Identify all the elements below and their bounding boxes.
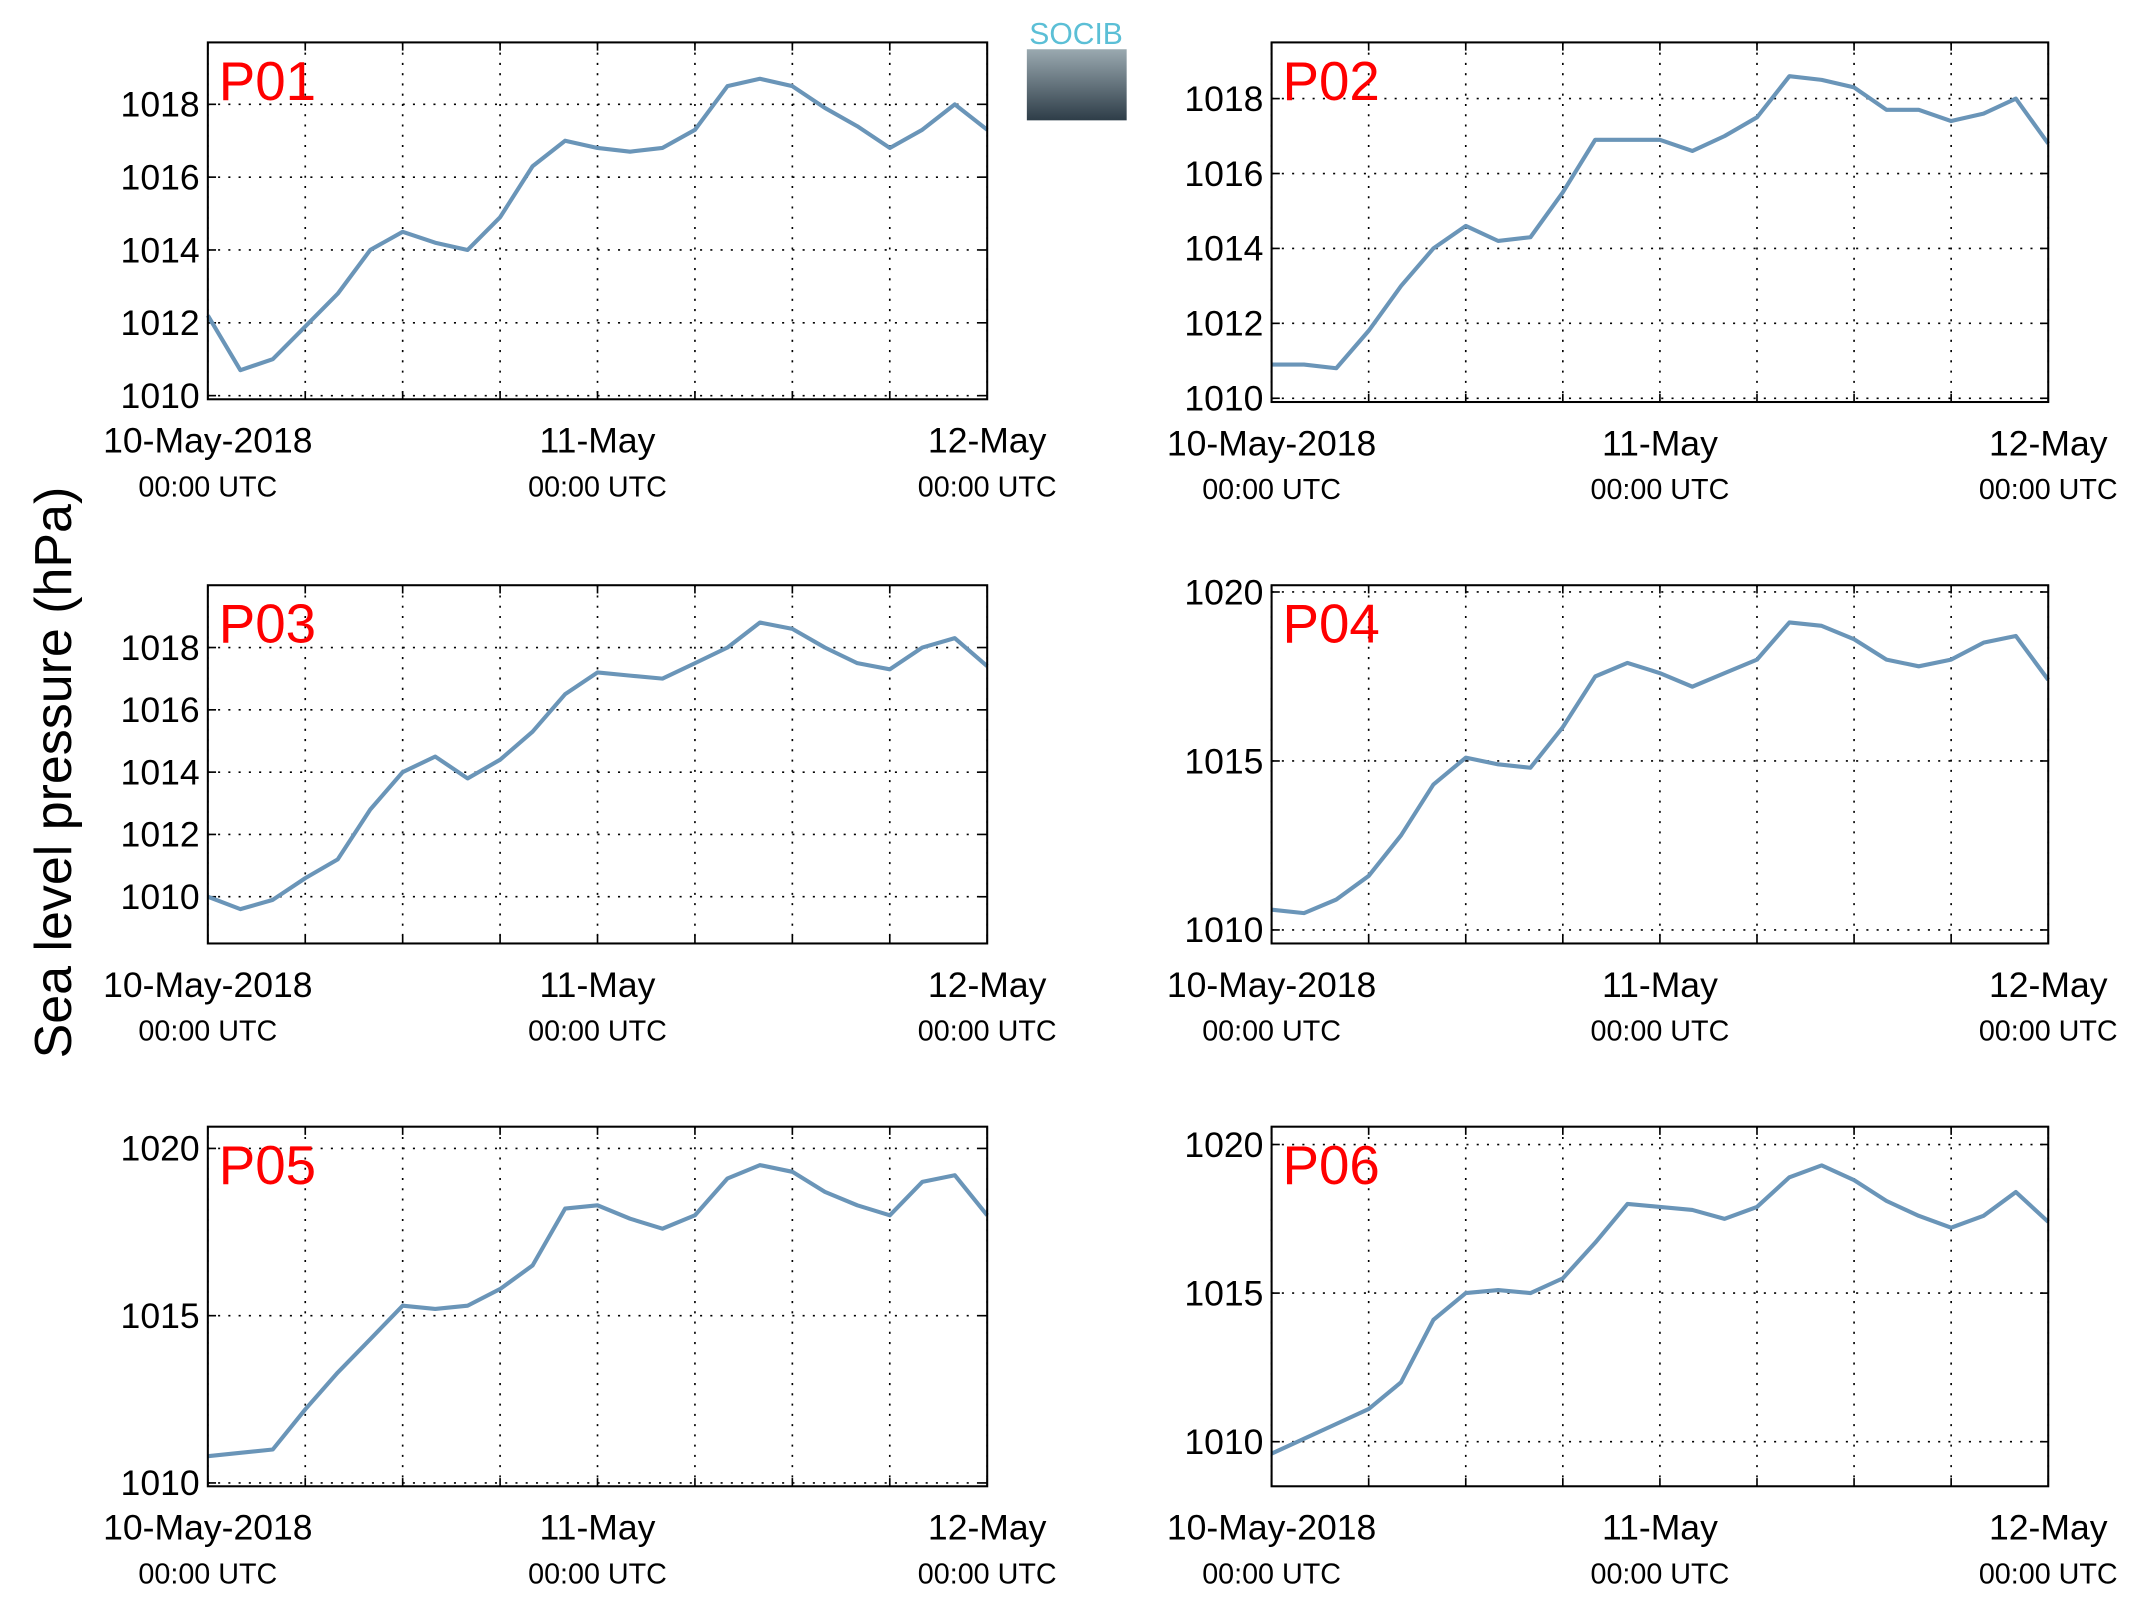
y-tick-label: 1012 bbox=[1184, 304, 1263, 344]
x-tick-sublabel: 00:00 UTC bbox=[138, 471, 277, 503]
y-tick-label: 1010 bbox=[1184, 1422, 1263, 1462]
x-tick-sublabel: 00:00 UTC bbox=[528, 1558, 667, 1590]
data-line bbox=[206, 76, 989, 373]
y-tick-label: 1014 bbox=[121, 230, 200, 270]
x-tick-sublabel: 00:00 UTC bbox=[528, 471, 667, 503]
x-tick-sublabel: 00:00 UTC bbox=[1202, 1558, 1341, 1590]
y-tick-label: 1010 bbox=[1184, 910, 1263, 950]
x-tick-sublabel: 00:00 UTC bbox=[1202, 1016, 1341, 1048]
x-tick-label: 10-May-2018 bbox=[1167, 423, 1376, 463]
y-tick-label: 1012 bbox=[121, 303, 200, 343]
y-tick-label: 1014 bbox=[121, 752, 200, 792]
y-tick-label: 1020 bbox=[121, 1129, 200, 1169]
y-tick-label: 1010 bbox=[121, 877, 200, 917]
x-tick-label: 12-May bbox=[928, 1508, 1047, 1548]
x-tick-label: 12-May bbox=[928, 421, 1047, 461]
y-axis-label: Sea level pressure (hPa) bbox=[25, 487, 83, 1059]
x-tick-label: 11-May bbox=[540, 1508, 656, 1548]
y-tick-label: 1018 bbox=[1184, 79, 1263, 119]
plot-frame bbox=[206, 1125, 989, 1488]
panel-title: P05 bbox=[219, 1134, 316, 1196]
x-tick-label: 10-May-2018 bbox=[1167, 1508, 1376, 1548]
logo: SOCIB bbox=[1026, 18, 1127, 121]
x-tick-sublabel: 00:00 UTC bbox=[1591, 1558, 1730, 1590]
x-tick-sublabel: 00:00 UTC bbox=[918, 1558, 1057, 1590]
panel-title: P03 bbox=[219, 593, 316, 655]
panel: 1010 1012 1014 1016 1018 10-May-2018 00:00 UTC… bbox=[1167, 41, 2118, 506]
x-tick-sublabel: 00:00 UTC bbox=[1591, 1016, 1730, 1048]
plot-frame bbox=[206, 584, 989, 945]
y-tick-label: 1015 bbox=[121, 1296, 200, 1336]
y-tick-label: 1020 bbox=[1184, 1125, 1263, 1165]
x-tick-label: 11-May bbox=[1602, 965, 1718, 1005]
x-tick-sublabel: 00:00 UTC bbox=[138, 1558, 277, 1590]
y-tick-label: 1015 bbox=[1184, 1273, 1263, 1313]
x-tick-label: 11-May bbox=[1602, 1508, 1718, 1548]
panel: 1010 1015 1020 10-May-2018 00:00 UTC 11-May 00… bbox=[1167, 1125, 2118, 1591]
y-tick-label: 1018 bbox=[121, 85, 200, 125]
x-tick-label: 10-May-2018 bbox=[103, 1508, 312, 1548]
panel: 1010 1012 1014 1016 1018 10-May-2018 00:00 UTC… bbox=[103, 41, 1057, 503]
y-tick-label: 1012 bbox=[121, 815, 200, 855]
x-tick-label: 10-May-2018 bbox=[1167, 965, 1376, 1005]
y-tick-label: 1016 bbox=[121, 690, 200, 730]
data-line bbox=[1271, 74, 2050, 371]
y-tick-label: 1016 bbox=[1184, 154, 1263, 194]
x-tick-label: 11-May bbox=[1602, 423, 1718, 463]
data-line bbox=[207, 620, 989, 912]
y-tick-label: 1020 bbox=[1184, 572, 1263, 612]
x-tick-sublabel: 00:00 UTC bbox=[1979, 474, 2118, 506]
data-line bbox=[1270, 1163, 2050, 1456]
y-tick-label: 1015 bbox=[1184, 741, 1263, 781]
panel-title: P06 bbox=[1283, 1134, 1380, 1196]
panel: 1010 1015 1020 10-May-2018 00:00 UTC 11-May 00… bbox=[103, 1125, 1057, 1590]
x-tick-sublabel: 00:00 UTC bbox=[1591, 474, 1730, 506]
y-tick-label: 1010 bbox=[121, 1463, 200, 1503]
x-tick-label: 10-May-2018 bbox=[103, 421, 312, 461]
data-line bbox=[1271, 620, 2050, 916]
plot-frame bbox=[1270, 1125, 2050, 1488]
y-tick-label: 1018 bbox=[121, 628, 200, 668]
logo-block bbox=[1026, 49, 1127, 121]
x-tick-sublabel: 00:00 UTC bbox=[1979, 1558, 2118, 1590]
x-tick-sublabel: 00:00 UTC bbox=[1979, 1016, 2118, 1048]
x-tick-label: 12-May bbox=[1989, 1508, 2108, 1548]
plot-frame bbox=[1270, 41, 2050, 404]
x-tick-sublabel: 00:00 UTC bbox=[528, 1016, 667, 1048]
x-tick-label: 12-May bbox=[1989, 965, 2108, 1005]
x-tick-label: 10-May-2018 bbox=[103, 965, 312, 1005]
x-tick-sublabel: 00:00 UTC bbox=[918, 471, 1057, 503]
x-tick-sublabel: 00:00 UTC bbox=[138, 1016, 277, 1048]
x-tick-label: 12-May bbox=[1989, 423, 2108, 463]
y-tick-label: 1010 bbox=[121, 376, 200, 416]
x-tick-sublabel: 00:00 UTC bbox=[1202, 474, 1341, 506]
y-tick-label: 1014 bbox=[1184, 229, 1263, 269]
logo-text: SOCIB bbox=[1029, 18, 1123, 51]
x-tick-sublabel: 00:00 UTC bbox=[918, 1016, 1057, 1048]
plot-frame bbox=[1270, 584, 2050, 945]
x-tick-label: 11-May bbox=[540, 965, 656, 1005]
panel: 1010 1012 1014 1016 1018 10-May-2018 00:00 UTC… bbox=[103, 584, 1057, 1048]
panel: 1010 1015 1020 10-May-2018 00:00 UTC 11-May 00… bbox=[1167, 572, 2118, 1047]
panel-title: P04 bbox=[1283, 593, 1380, 655]
data-line bbox=[207, 1163, 989, 1459]
y-tick-label: 1010 bbox=[1184, 379, 1263, 419]
x-tick-label: 11-May bbox=[540, 421, 656, 461]
panel-title: P01 bbox=[219, 50, 316, 112]
plot-frame bbox=[206, 41, 989, 401]
y-tick-label: 1016 bbox=[121, 157, 200, 197]
panel-title: P02 bbox=[1283, 50, 1380, 112]
x-tick-label: 12-May bbox=[928, 965, 1047, 1005]
